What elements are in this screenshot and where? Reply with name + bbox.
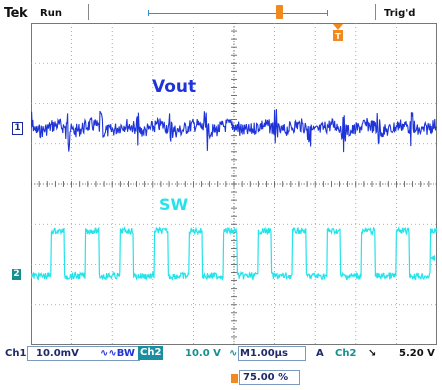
divider bbox=[88, 4, 89, 20]
waveform-display[interactable] bbox=[31, 23, 437, 345]
trigger-state: Trig'd bbox=[384, 8, 416, 19]
timebase-prefix: M bbox=[240, 348, 250, 359]
ch2-name[interactable]: Ch2 bbox=[138, 346, 164, 360]
ch1-waveform bbox=[31, 109, 437, 153]
trigger-position-marker-icon[interactable] bbox=[276, 5, 283, 19]
horizontal-position-icon bbox=[231, 374, 238, 383]
ch1-ground-marker-icon[interactable]: 1 bbox=[12, 122, 23, 135]
sw-label: SW bbox=[159, 195, 189, 214]
vout-label: Vout bbox=[152, 77, 197, 97]
trigger-level[interactable]: 5.20 V bbox=[399, 348, 435, 359]
ch1-scale: 10.0mV bbox=[36, 348, 79, 359]
ch2-scale: 10.0 V bbox=[185, 348, 221, 359]
horizontal-position: 75.00 % bbox=[243, 372, 289, 383]
top-status-bar: Tek Run Trig'd bbox=[0, 0, 442, 26]
ch1-coupling-icon: ∿∿BW bbox=[100, 348, 135, 359]
trigger-point-icon[interactable]: T bbox=[333, 24, 343, 42]
run-state: Run bbox=[40, 8, 62, 19]
ch2-coupling-icon: ∿ bbox=[229, 348, 238, 359]
timebase-value: 1.00µs bbox=[250, 348, 288, 359]
bottom-status-bar: Ch1 10.0mV ∿∿BW Ch2 10.0 V ∿ M 1.00µs A … bbox=[0, 346, 442, 362]
divider bbox=[375, 4, 376, 20]
ch1-name[interactable]: Ch1 bbox=[5, 348, 27, 359]
trigger-mode: A bbox=[316, 348, 324, 359]
svg-text:T: T bbox=[335, 32, 341, 41]
ch2-ground-marker-icon[interactable]: 2 bbox=[12, 269, 21, 280]
timebase-box[interactable] bbox=[238, 346, 306, 361]
horizontal-position-box[interactable] bbox=[239, 370, 300, 385]
ch2-waveform bbox=[31, 225, 437, 282]
graticule bbox=[31, 23, 437, 345]
trigger-level-marker bbox=[430, 255, 435, 261]
trigger-slope-icon: ↘ bbox=[368, 348, 377, 359]
brand-label: Tek bbox=[4, 6, 28, 21]
record-view-bar bbox=[148, 10, 328, 16]
trigger-source[interactable]: Ch2 bbox=[335, 348, 357, 359]
